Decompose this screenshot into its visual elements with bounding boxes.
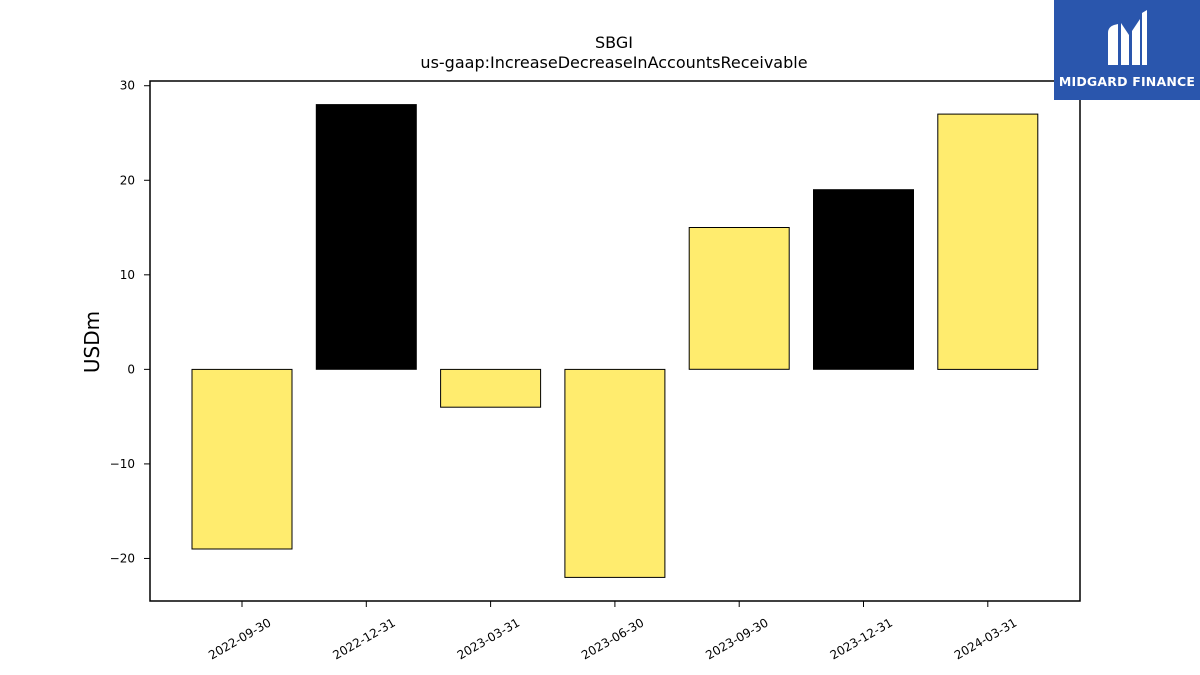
bar-2022-09-30 [191,368,293,550]
x-tick-label: 2023-03-31 [455,615,522,662]
brand-name: MIDGARD FINANCE [1058,74,1196,89]
y-tick-label: 20 [120,173,135,187]
y-tick-label: 30 [120,79,135,93]
x-axis-ticks: 2022-09-30 2022-12-31 2023-03-31 2023-06-30… [206,601,1019,662]
x-tick-label: 2022-09-30 [206,615,273,662]
midgard-m-logo-icon [1104,9,1150,73]
bar-2023-09-30 [688,227,790,370]
y-axis-label: USDm [80,311,104,373]
chart-subtitle: us-gaap:IncreaseDecreaseInAccountsReceiv… [420,53,807,72]
y-tick-label: 10 [120,268,135,282]
x-tick-label: 2023-06-30 [579,615,646,662]
x-tick-label: 2022-12-31 [330,615,397,662]
bar-2023-12-31 [813,189,914,370]
plot-frame [149,80,1081,602]
chart-title: SBGI [595,33,633,52]
y-tick-label: −20 [110,551,135,565]
bar-2024-03-31 [937,113,1039,370]
y-axis-ticks: −20 −10 0 10 20 30 [110,79,150,565]
y-tick-label: −10 [110,457,135,471]
midgard-finance-logo: MIDGARD FINANCE [1054,0,1200,100]
x-tick-label: 2023-12-31 [828,615,895,662]
x-tick-label: 2024-03-31 [952,615,1019,662]
bar-2023-03-31 [440,368,542,408]
bar-2023-06-30 [564,368,666,578]
bars-layer [191,104,1039,578]
bar-2022-12-31 [315,104,417,370]
y-tick-label: 0 [127,362,135,376]
x-tick-label: 2023-09-30 [703,615,770,662]
